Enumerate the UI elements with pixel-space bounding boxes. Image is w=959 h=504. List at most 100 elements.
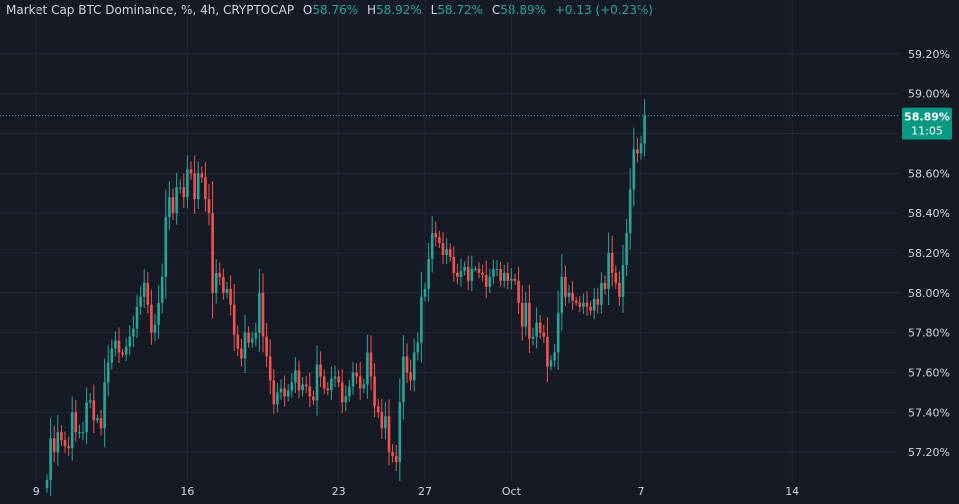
candle-body — [261, 292, 265, 337]
candle — [128, 325, 132, 356]
candle — [402, 335, 405, 420]
candle-body — [301, 384, 304, 391]
candle — [621, 244, 625, 313]
y-tick-label: 57.20% — [908, 446, 950, 459]
x-tick-label: 23 — [332, 485, 346, 498]
candle — [124, 338, 128, 362]
candle-body — [186, 169, 189, 198]
candle-body — [135, 306, 139, 329]
candle — [643, 99, 646, 157]
candle-body — [546, 336, 549, 367]
candle — [56, 415, 60, 466]
legend: Market Cap BTC Dominance, %, 4h, CRYPTOC… — [6, 3, 653, 17]
y-tick-label: 58.60% — [908, 167, 950, 180]
candle-body — [592, 298, 596, 311]
candle-body — [211, 213, 214, 293]
candle — [481, 264, 484, 282]
candle — [427, 243, 430, 302]
candle-body — [164, 217, 168, 277]
candle-body — [250, 338, 254, 343]
candle — [362, 378, 366, 393]
candle — [474, 265, 477, 272]
candle-body — [448, 249, 452, 257]
candle — [290, 373, 294, 398]
candle-body — [596, 298, 600, 305]
candle — [542, 324, 546, 343]
candle — [186, 155, 189, 209]
candle — [430, 216, 434, 273]
candle — [70, 396, 74, 461]
candle — [88, 393, 92, 409]
candle-body — [333, 376, 337, 379]
y-tick-label: 58.00% — [908, 287, 950, 300]
candle-body — [373, 376, 376, 407]
candle-body — [506, 272, 510, 281]
candle — [243, 314, 247, 373]
candle — [211, 181, 214, 319]
candle-body — [438, 237, 441, 244]
candle-body — [117, 340, 121, 353]
candle-body — [153, 324, 157, 333]
candle-body — [290, 382, 294, 391]
candle — [150, 289, 153, 345]
candle-body — [463, 266, 466, 271]
candle — [625, 218, 628, 277]
y-tick-label: 58.20% — [908, 247, 950, 260]
candle-body — [254, 332, 258, 339]
candle — [45, 474, 49, 493]
legend-low-value: 58.72% — [437, 3, 484, 17]
candle-body — [99, 418, 103, 429]
candle — [412, 338, 416, 392]
candle-body — [376, 406, 380, 413]
candle-body — [146, 282, 150, 305]
candle-body — [171, 197, 175, 214]
candle-body — [585, 302, 589, 307]
x-tick-label: 16 — [180, 485, 194, 498]
candle-body — [423, 288, 427, 297]
candle-body — [88, 400, 92, 403]
candle — [398, 378, 402, 482]
candle-body — [366, 352, 369, 385]
candle-body — [67, 446, 70, 449]
candle-body — [531, 336, 535, 339]
candle — [517, 266, 520, 315]
candle-body — [621, 264, 625, 297]
candle — [592, 288, 596, 320]
candle — [315, 345, 319, 416]
candle-body — [369, 352, 373, 377]
legend-open-label: O — [302, 3, 313, 17]
candle-body — [200, 173, 204, 178]
candle-body — [276, 392, 279, 405]
candle-body — [103, 382, 106, 429]
candle — [488, 269, 492, 293]
candle — [160, 263, 164, 314]
candle — [632, 127, 636, 207]
candle-body — [402, 356, 405, 403]
candle — [214, 259, 218, 304]
candle-body — [204, 177, 207, 200]
candle-body — [326, 388, 330, 391]
candle — [434, 221, 438, 247]
candle-countdown: 11:05 — [911, 125, 943, 138]
candle — [78, 424, 81, 439]
y-tick-label: 57.40% — [908, 406, 950, 419]
candle-body — [452, 256, 456, 273]
candle — [250, 331, 254, 349]
time-axis[interactable]: 9 16 23 27 Oct 7 14 — [33, 485, 800, 498]
candle — [63, 431, 67, 454]
candle — [560, 254, 564, 331]
candle-body — [348, 386, 351, 397]
candle-body — [218, 272, 222, 277]
candle — [376, 398, 380, 419]
candle — [92, 384, 96, 433]
candle — [358, 362, 362, 400]
candle-body — [384, 416, 387, 429]
candle-body — [81, 432, 85, 434]
candle-body — [470, 268, 474, 281]
candle-body — [70, 412, 74, 449]
candle-body — [394, 456, 398, 463]
candle — [52, 425, 56, 463]
candle-body — [279, 388, 283, 393]
legend-high-label: H — [366, 3, 376, 17]
